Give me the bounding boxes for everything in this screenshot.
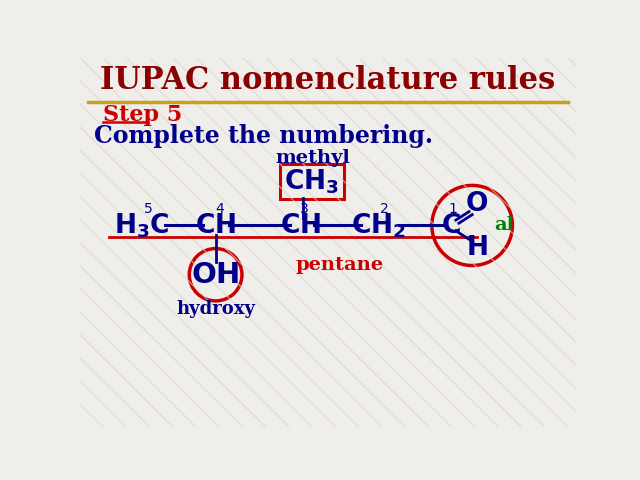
Text: hydroxy: hydroxy <box>176 300 255 318</box>
Text: $\mathbf{OH}$: $\mathbf{OH}$ <box>191 261 240 289</box>
Text: $\mathbf{O}$: $\mathbf{O}$ <box>465 192 488 216</box>
Text: $\mathbf{H_3C}$: $\mathbf{H_3C}$ <box>114 211 170 240</box>
Text: $\mathbf{C}$: $\mathbf{C}$ <box>440 213 460 238</box>
Text: 5: 5 <box>144 202 152 216</box>
Text: $\mathbf{CH}$: $\mathbf{CH}$ <box>280 213 321 238</box>
Text: 1: 1 <box>449 202 457 216</box>
Text: 2: 2 <box>380 202 389 216</box>
Text: pentane: pentane <box>296 256 384 275</box>
Text: Complete the numbering.: Complete the numbering. <box>94 124 433 148</box>
Text: Step 5: Step 5 <box>103 104 182 126</box>
Text: $\mathbf{CH_2}$: $\mathbf{CH_2}$ <box>351 211 406 240</box>
Text: al: al <box>495 216 515 234</box>
Text: $\mathbf{CH}$: $\mathbf{CH}$ <box>195 213 236 238</box>
Text: $\mathbf{CH_3}$: $\mathbf{CH_3}$ <box>284 168 339 196</box>
Text: 4: 4 <box>215 202 224 216</box>
Text: 3: 3 <box>300 202 309 216</box>
Text: methyl: methyl <box>275 149 350 167</box>
Text: $\mathbf{H}$: $\mathbf{H}$ <box>466 235 488 260</box>
Text: IUPAC nomenclature rules: IUPAC nomenclature rules <box>100 65 556 96</box>
